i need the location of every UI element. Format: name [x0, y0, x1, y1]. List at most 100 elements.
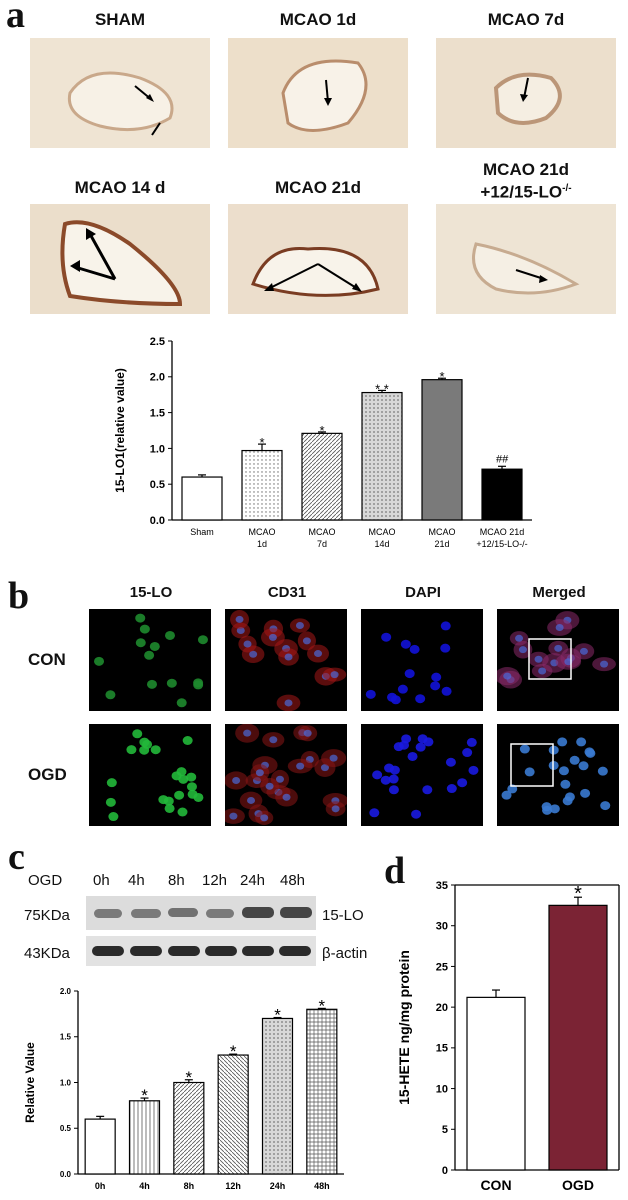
nucleus [457, 778, 468, 788]
ogd-label: OGD [28, 872, 63, 889]
zoom-box [510, 743, 554, 787]
bar [84, 1118, 116, 1175]
nucleus [407, 751, 418, 761]
nucleus [186, 772, 197, 782]
nucleus [440, 643, 451, 653]
x-tick-label: MCAO 21d [480, 527, 525, 537]
nucleus [164, 630, 175, 640]
ihc-label-mcao-14d: MCAO 14 d [74, 178, 166, 197]
nucleus [182, 736, 193, 746]
significance-marker: * [319, 423, 324, 438]
x-tick-label: 4h [139, 1181, 150, 1191]
chart-c-relative-value: 0.0 0.5 1.0 1.5 2.0 Relative Value 0h * 4h * 8h * 12… [23, 987, 344, 1191]
nucleus [193, 680, 204, 690]
significance-marker: * [186, 1068, 193, 1087]
nucleus [597, 766, 608, 776]
nucleus [431, 672, 442, 682]
panel-a-letter: a [6, 0, 25, 36]
panel-b-letter: b [8, 575, 30, 617]
nucleus [524, 767, 535, 777]
ihc-label-mcao-1d: MCAO 1d [279, 10, 357, 29]
time-label: 12h [202, 872, 228, 889]
marker-size-actin: 43KDa [24, 945, 70, 962]
y-axis-label: Relative Value [23, 1042, 37, 1123]
y-tick-label: 0.0 [150, 515, 165, 527]
bar [466, 996, 526, 1171]
nucleus [94, 656, 105, 666]
col-label-cd31: CD31 [267, 584, 307, 601]
bar [217, 1054, 249, 1175]
x-tick-label: 7d [317, 539, 327, 549]
col-label-merged: Merged [532, 584, 586, 601]
bar [481, 468, 523, 521]
bar [301, 432, 343, 521]
nucleus [365, 689, 376, 699]
nucleus [411, 809, 422, 819]
ihc-image-mcao-21d-ko [436, 204, 616, 314]
nucleus [422, 785, 433, 795]
nucleus [446, 784, 457, 794]
y-tick-label: 1.5 [60, 1033, 72, 1042]
bar [548, 904, 608, 1171]
nucleus [166, 678, 177, 688]
chart-d-15hete: 0 5 10 15 20 25 30 35 15-HETE ng/mg protein CON * O… [396, 880, 620, 1193]
y-tick-label: 2.0 [150, 372, 165, 384]
significance-marker: * [319, 996, 326, 1015]
nucleus [320, 764, 329, 772]
nucleus [388, 774, 399, 784]
nucleus [401, 734, 412, 744]
nucleus [501, 790, 512, 800]
col-label-15lo: 15-LO [129, 584, 173, 601]
nucleus [144, 650, 155, 660]
nucleus [330, 671, 339, 679]
nucleus [296, 762, 305, 770]
nucleus [186, 782, 197, 792]
y-tick-label: 5 [442, 1124, 448, 1136]
nucleus [229, 812, 238, 820]
nucleus [105, 690, 116, 700]
zoom-box [528, 638, 572, 680]
nucleus [265, 782, 274, 790]
nucleus [503, 672, 512, 680]
ihc-label-sham: SHAM [94, 10, 146, 29]
x-tick-label: 48h [314, 1181, 330, 1191]
ihc-image-mcao-14d [30, 204, 210, 314]
y-tick-label: 20 [436, 1002, 448, 1014]
nucleus [295, 622, 304, 630]
nucleus [579, 647, 588, 655]
nucleus [417, 734, 428, 744]
nucleus [135, 638, 146, 648]
nucleus [150, 745, 161, 755]
col-label-dapi: DAPI [405, 584, 441, 601]
significance-marker: * * [375, 381, 389, 396]
fluor-ogd-dapi [361, 724, 483, 826]
bar [128, 1100, 161, 1175]
bar [361, 391, 403, 521]
y-tick-label: 0.5 [150, 479, 165, 491]
nucleus [381, 632, 392, 642]
row-label-ogd: OGD [28, 765, 67, 784]
nucleus [569, 755, 580, 765]
nucleus [380, 775, 391, 785]
x-tick-label: CON [480, 1177, 511, 1193]
nucleus [580, 788, 591, 798]
nucleus [390, 695, 401, 705]
x-tick-label: Sham [190, 527, 214, 537]
x-tick-label: 21d [434, 539, 449, 549]
nucleus [404, 669, 415, 679]
fluor-ogd-15lo [89, 724, 211, 826]
nucleus [314, 650, 323, 658]
nucleus [409, 644, 420, 654]
y-axis-label: 15-LO1(relative value) [113, 368, 127, 493]
nucleus [462, 748, 473, 758]
nucleus [445, 757, 456, 767]
nucleus [243, 640, 252, 648]
fluor-ogd-merged [497, 724, 619, 826]
ihc-image-mcao-21d [228, 204, 408, 314]
y-axis-label: 15-HETE ng/mg protein [396, 950, 412, 1105]
nucleus [600, 801, 611, 811]
nucleus [269, 736, 278, 744]
x-tick-label: 8h [184, 1181, 195, 1191]
x-tick-label: 12h [225, 1181, 241, 1191]
nucleus [549, 804, 560, 814]
